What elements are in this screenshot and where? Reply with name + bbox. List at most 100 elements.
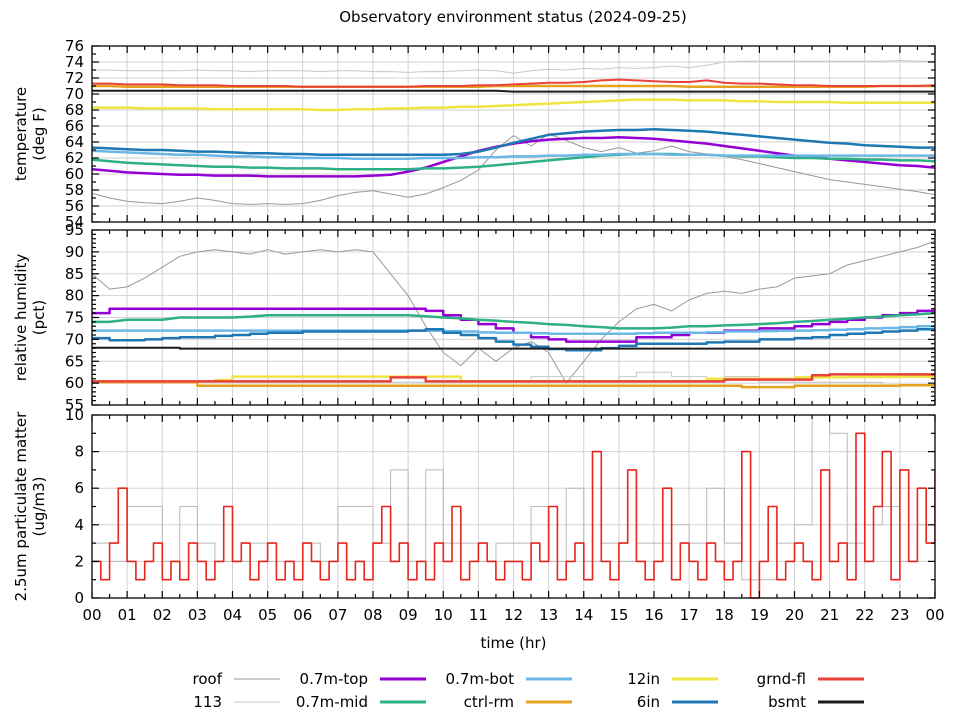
axis-text: 0 (74, 589, 84, 607)
axis-text: 04 (223, 606, 242, 624)
axis-text: 64 (65, 133, 84, 151)
axis-text: 0.7m-mid (296, 693, 368, 711)
series-temperature-6in (92, 127, 935, 157)
legend-entry-roof: roof (193, 670, 280, 688)
axis-text: 66 (65, 117, 84, 135)
axis-text: 18 (715, 606, 734, 624)
series-temperature-bsmt (92, 89, 935, 93)
axis-text: 06 (293, 606, 312, 624)
axis-text: 6in (637, 693, 660, 711)
axis-text: 6 (74, 479, 84, 497)
axis-text: 113 (193, 693, 222, 711)
axis-text: 55 (65, 396, 84, 414)
axis-text: ctrl-rm (464, 693, 514, 711)
legend-entry-113: 113 (193, 693, 280, 711)
y-axis-title-particulate-matter: 2.5um particulate matter (ug/m3) (12, 411, 48, 601)
axis-text: 13 (539, 606, 558, 624)
gridlines-temperature (92, 46, 935, 222)
axis-text: 72 (65, 69, 84, 87)
axis-text: 02 (153, 606, 172, 624)
series-particulate-matter-roof (92, 414, 935, 581)
x-axis-title: time (hr) (480, 634, 547, 652)
legend-entry-12in: 12in (627, 670, 718, 688)
axis-text: 4 (74, 516, 84, 534)
axis-text: 12in (627, 670, 660, 688)
axis-text: (deg F) (30, 107, 48, 160)
axis-text: 65 (65, 352, 84, 370)
legend-entry-ctrl-rm: ctrl-rm (464, 693, 572, 711)
series-relative-humidity-0.7m-mid (92, 311, 935, 330)
axis-text: 0.7m-top (300, 670, 368, 688)
panel-relative-humidity: 55 60 65 70 75 80 85 90 95 relative humidity (pct) (12, 221, 936, 414)
axis-text: 0.7m-bot (446, 670, 515, 688)
axis-text: relative humidity (12, 254, 30, 382)
series-relative-humidity-bsmt (92, 346, 935, 350)
axis-text: 95 (65, 221, 84, 239)
axis-text: 01 (118, 606, 137, 624)
axis-text: 15 (609, 606, 628, 624)
axis-text: 17 (680, 606, 699, 624)
axis-text: 68 (65, 101, 84, 119)
legend-entry-0.7m-bot: 0.7m-bot (446, 670, 572, 688)
series-relative-humidity-ctrl-rm (92, 381, 935, 389)
series-temperature-12in (92, 98, 935, 112)
axis-text: 10 (65, 406, 84, 424)
axis-text: roof (193, 670, 223, 688)
axis-text: 09 (399, 606, 418, 624)
legend-entry-0.7m-mid: 0.7m-mid (296, 693, 426, 711)
axis-text: 21 (820, 606, 839, 624)
axis-text: 80 (65, 287, 84, 305)
axis-text: 12 (504, 606, 523, 624)
x-tick-labels: 00 01 02 03 04 05 06 07 08 09 10 11 12 13 14 15 16 17 18 19… (82, 606, 944, 624)
axis-text: 19 (750, 606, 769, 624)
axis-text: 90 (65, 243, 84, 261)
series-temperature-0.7m-bot (92, 149, 935, 161)
series-relative-humidity-0.7m-top (92, 307, 935, 343)
axis-text: 74 (65, 53, 84, 71)
axis-text: 00 (82, 606, 101, 624)
axis-text: temperature (12, 87, 30, 181)
axis-text: 03 (188, 606, 207, 624)
axis-text: 54 (65, 213, 84, 231)
axis-text: 2 (74, 552, 84, 570)
series-particulate-matter-grnd-fl (92, 432, 935, 599)
ticks-relative-humidity (91, 229, 936, 406)
axis-text: (pct) (30, 300, 48, 335)
series-temperature-roof (92, 133, 935, 205)
gridlines-particulate-matter (92, 415, 935, 598)
legend: roof 0.7m-top 0.7m-bot 12in grnd-fl 113 0.7m-m… (193, 670, 864, 711)
axis-text: 10 (434, 606, 453, 624)
axis-text: 62 (65, 149, 84, 167)
axis-text: grnd-fl (757, 670, 806, 688)
y-tick-labels-relative-humidity: 55 60 65 70 75 80 85 90 95 (65, 221, 84, 414)
axis-text: 22 (855, 606, 874, 624)
legend-entry-grnd-fl: grnd-fl (757, 670, 864, 688)
axis-text: 16 (644, 606, 663, 624)
axis-text: 60 (65, 165, 84, 183)
axis-text: 75 (65, 309, 84, 327)
ticks-temperature (91, 45, 936, 223)
series-relative-humidity-grnd-fl (92, 373, 935, 383)
y-axis-title-relative-humidity: relative humidity (pct) (12, 254, 48, 382)
legend-entry-0.7m-top: 0.7m-top (300, 670, 426, 688)
axis-text: 70 (65, 330, 84, 348)
axis-text: 70 (65, 85, 84, 103)
axis-text: (ug/m3) (30, 477, 48, 537)
axis-text: 56 (65, 197, 84, 215)
series-temperature-grnd-fl (92, 78, 935, 88)
axis-text: 85 (65, 265, 84, 283)
axis-text: 05 (258, 606, 277, 624)
axis-text: 00 (925, 606, 944, 624)
axis-text: 58 (65, 181, 84, 199)
axis-text: 2.5um particulate matter (12, 411, 30, 601)
axis-text: 60 (65, 374, 84, 392)
axis-text: 20 (785, 606, 804, 624)
axis-text: bsmt (768, 693, 806, 711)
ticks-particulate-matter (91, 414, 936, 599)
series-relative-humidity-0.7m-bot (92, 325, 935, 335)
axis-text: 11 (469, 606, 488, 624)
